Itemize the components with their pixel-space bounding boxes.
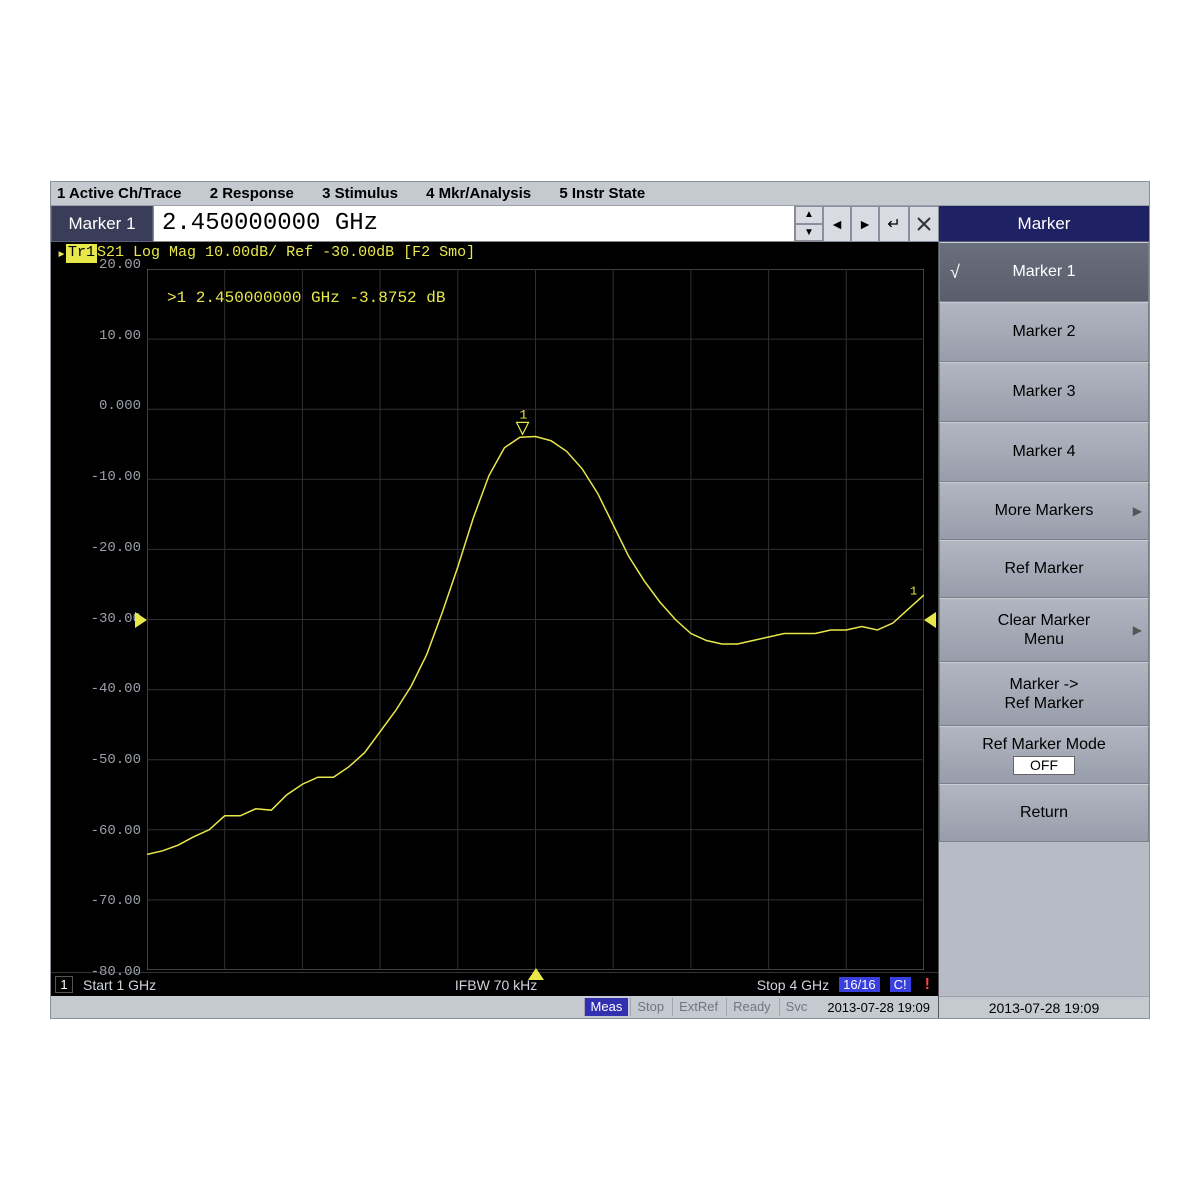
side-button-label: Ref Marker <box>1004 560 1083 578</box>
side-button-return[interactable]: Return <box>939 784 1149 842</box>
check-icon: √ <box>950 262 960 283</box>
side-button-label: Marker 2 <box>1012 323 1075 341</box>
side-button-label: Return <box>1020 804 1068 822</box>
marker-readout: >1 2.450000000 GHz -3.8752 dB <box>167 289 445 307</box>
menu-instr-state[interactable]: 5 Instr State <box>559 185 645 202</box>
enter-button[interactable]: ↵ <box>879 206 909 242</box>
trace-id-badge: Tr1 <box>66 244 97 263</box>
chevron-right-icon: ▶ <box>1133 504 1142 518</box>
datetime-label: 2013-07-28 19:09 <box>821 1000 936 1015</box>
spinner-group: ▲ ▼ ◄ ► <box>795 206 879 242</box>
marker-freq-input[interactable]: 2.450000000 GHz <box>153 206 795 242</box>
svg-text:1: 1 <box>520 407 528 422</box>
side-button-label: Marker 1 <box>1012 263 1075 281</box>
stop-freq-label: Stop 4 GHz <box>709 977 829 993</box>
s21-chart: 11 <box>147 269 924 970</box>
step-down-button[interactable]: ▼ <box>795 224 823 242</box>
center-freq-indicator <box>528 968 544 980</box>
chevron-right-icon: ▶ <box>1133 623 1142 637</box>
correction-badge: C! <box>890 977 911 992</box>
y-axis-labels: 20.0010.000.000-10.00-20.00-30.00-40.00-… <box>51 265 147 972</box>
side-datetime-label: 2013-07-28 19:09 <box>939 996 1149 1018</box>
sweep-count-badge: 16/16 <box>839 977 880 992</box>
marker-entry-row: Marker 1 2.450000000 GHz ▲ ▼ ◄ ► ↵ Marke… <box>51 206 1149 242</box>
ifbw-label: IFBW 70 kHz <box>293 977 699 993</box>
close-button[interactable] <box>909 206 939 242</box>
chart-grid-region[interactable]: 11 >1 2.450000000 GHz -3.8752 dB <box>147 269 924 970</box>
menu-stimulus[interactable]: 3 Stimulus <box>322 185 398 202</box>
main-row: ▸Tr1 S21 Log Mag 10.00dB/ Ref -30.00dB [… <box>51 242 1149 1018</box>
menu-mkr-analysis[interactable]: 4 Mkr/Analysis <box>426 185 531 202</box>
menu-bar: 1 Active Ch/Trace 2 Response 3 Stimulus … <box>51 182 1149 206</box>
side-panel-title: Marker <box>939 206 1149 242</box>
status-extref: ExtRef <box>672 998 724 1016</box>
side-button-label: More Markers <box>995 502 1094 520</box>
status-meas: Meas <box>584 998 629 1016</box>
analyzer-window: 1 Active Ch/Trace 2 Response 3 Stimulus … <box>50 181 1150 1019</box>
side-button-marker-3[interactable]: Marker 3 <box>939 362 1149 422</box>
side-panel: √ Marker 1 Marker 2 Marker 3 Marker 4 More Ma… <box>939 242 1149 1018</box>
side-button-more-markers[interactable]: More Markers ▶ <box>939 482 1149 540</box>
status-ready: Ready <box>726 998 777 1016</box>
menu-response[interactable]: 2 Response <box>210 185 294 202</box>
step-left-button[interactable]: ◄ <box>823 206 851 242</box>
side-button-marker-ref-marker[interactable]: Marker ->Ref Marker <box>939 662 1149 726</box>
status-stop: Stop <box>630 998 670 1016</box>
side-button-ref-marker[interactable]: Ref Marker <box>939 540 1149 598</box>
ref-indicator-left <box>135 612 147 628</box>
plot-body: 20.0010.000.000-10.00-20.00-30.00-40.00-… <box>51 265 938 972</box>
ref-marker-mode-value: OFF <box>1013 756 1075 775</box>
side-button-label: Marker 4 <box>1012 443 1075 461</box>
trace-header-text: S21 Log Mag 10.00dB/ Ref -30.00dB [F2 Sm… <box>97 244 475 263</box>
svg-text:1: 1 <box>910 584 917 598</box>
status-svc: Svc <box>779 998 814 1016</box>
plot-area: ▸Tr1 S21 Log Mag 10.00dB/ Ref -30.00dB [… <box>51 242 939 1018</box>
menu-active-ch[interactable]: 1 Active Ch/Trace <box>57 185 182 202</box>
side-button-marker-1[interactable]: √ Marker 1 <box>939 242 1149 302</box>
side-button-label: Marker 3 <box>1012 383 1075 401</box>
sweep-info-bar: 1 Start 1 GHz IFBW 70 kHz Stop 4 GHz 16/… <box>51 972 938 996</box>
side-button-label: Ref Marker Mode <box>982 735 1106 754</box>
side-button-list: √ Marker 1 Marker 2 Marker 3 Marker 4 More Ma… <box>939 242 1149 842</box>
caution-icon: ! <box>921 976 934 994</box>
marker-id-label: Marker 1 <box>51 206 153 242</box>
side-button-label: Marker ->Ref Marker <box>1004 675 1083 713</box>
side-button-clear-marker-menu[interactable]: Clear MarkerMenu ▶ <box>939 598 1149 662</box>
side-button-ref-marker-mode[interactable]: Ref Marker Mode OFF <box>939 726 1149 784</box>
channel-number: 1 <box>55 976 73 993</box>
ref-indicator-right <box>924 612 936 628</box>
side-button-label: Clear MarkerMenu <box>998 611 1090 649</box>
side-button-marker-4[interactable]: Marker 4 <box>939 422 1149 482</box>
side-button-marker-2[interactable]: Marker 2 <box>939 302 1149 362</box>
step-up-button[interactable]: ▲ <box>795 206 823 224</box>
status-bar: Meas Stop ExtRef Ready Svc 2013-07-28 19… <box>51 996 938 1018</box>
step-right-button[interactable]: ► <box>851 206 879 242</box>
trace-header: ▸Tr1 S21 Log Mag 10.00dB/ Ref -30.00dB [… <box>51 242 938 265</box>
close-icon <box>916 216 932 232</box>
